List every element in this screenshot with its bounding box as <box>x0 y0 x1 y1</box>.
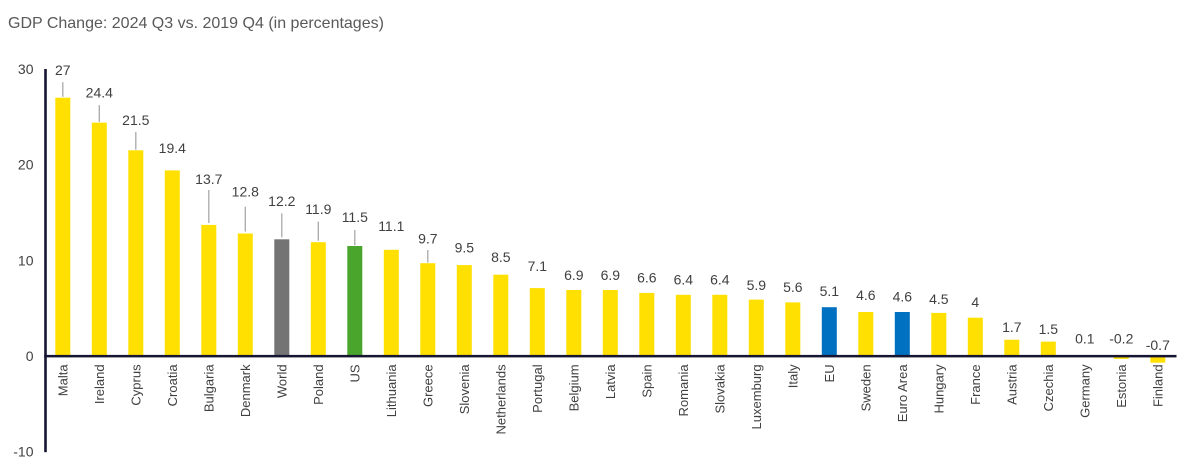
svg-text:Euro Area: Euro Area <box>895 364 910 423</box>
svg-text:11.1: 11.1 <box>378 218 404 234</box>
svg-text:20: 20 <box>18 157 34 173</box>
svg-text:Finland: Finland <box>1151 364 1166 407</box>
svg-text:Latvia: Latvia <box>603 364 618 399</box>
svg-text:4.6: 4.6 <box>856 287 876 303</box>
svg-text:21.5: 21.5 <box>122 112 149 128</box>
svg-text:6.9: 6.9 <box>564 267 584 283</box>
svg-text:-0.7: -0.7 <box>1146 337 1170 353</box>
svg-text:Spain: Spain <box>640 364 655 397</box>
svg-text:Portugal: Portugal <box>530 364 545 413</box>
svg-text:Romania: Romania <box>676 364 691 417</box>
svg-text:4: 4 <box>971 294 979 310</box>
svg-text:19.4: 19.4 <box>159 140 186 156</box>
svg-text:4.5: 4.5 <box>929 291 949 307</box>
svg-text:Germany: Germany <box>1078 364 1093 418</box>
svg-text:9.7: 9.7 <box>418 230 438 246</box>
svg-text:10: 10 <box>18 252 34 268</box>
svg-text:Lithuania: Lithuania <box>384 364 399 418</box>
svg-text:12.2: 12.2 <box>268 193 295 209</box>
svg-text:0.1: 0.1 <box>1075 331 1095 347</box>
svg-text:Czechia: Czechia <box>1041 364 1056 412</box>
svg-text:Netherlands: Netherlands <box>494 364 509 435</box>
svg-text:5.9: 5.9 <box>747 277 767 293</box>
svg-text:11.5: 11.5 <box>342 209 368 225</box>
svg-text:Greece: Greece <box>421 364 436 407</box>
svg-text:US: US <box>348 364 363 382</box>
svg-text:Ireland: Ireland <box>92 364 107 404</box>
svg-text:Sweden: Sweden <box>859 364 874 411</box>
svg-text:5.1: 5.1 <box>820 283 840 299</box>
svg-text:5.6: 5.6 <box>783 279 803 295</box>
svg-text:12.8: 12.8 <box>232 184 259 200</box>
svg-text:World: World <box>275 364 290 398</box>
svg-text:Estonia: Estonia <box>1114 364 1129 408</box>
svg-text:11.9: 11.9 <box>305 201 331 217</box>
svg-text:1.7: 1.7 <box>1002 319 1022 335</box>
svg-text:27: 27 <box>55 62 71 78</box>
svg-text:0: 0 <box>26 348 34 364</box>
svg-text:Cyprus: Cyprus <box>129 364 144 406</box>
svg-text:Croatia: Croatia <box>165 364 180 407</box>
svg-text:9.5: 9.5 <box>455 240 475 256</box>
svg-text:Denmark: Denmark <box>238 364 253 417</box>
svg-text:6.4: 6.4 <box>674 272 694 288</box>
svg-text:13.7: 13.7 <box>195 171 222 187</box>
svg-text:Hungary: Hungary <box>932 364 947 414</box>
svg-text:Malta: Malta <box>56 364 71 397</box>
svg-text:30: 30 <box>18 61 34 77</box>
svg-text:1.5: 1.5 <box>1039 321 1059 337</box>
svg-text:EU: EU <box>822 364 837 382</box>
svg-text:24.4: 24.4 <box>86 85 113 101</box>
svg-text:Austria: Austria <box>1005 364 1020 405</box>
svg-text:Bulgaria: Bulgaria <box>202 364 217 412</box>
svg-text:6.9: 6.9 <box>601 267 621 283</box>
svg-text:Belgium: Belgium <box>567 364 582 411</box>
svg-text:-0.2: -0.2 <box>1109 331 1133 347</box>
svg-text:Luxemburg: Luxemburg <box>749 364 764 429</box>
svg-text:7.1: 7.1 <box>528 258 548 274</box>
svg-text:Poland: Poland <box>311 364 326 404</box>
svg-text:France: France <box>968 364 983 404</box>
svg-text:Slovakia: Slovakia <box>713 364 728 414</box>
svg-text:6.6: 6.6 <box>637 270 657 286</box>
svg-text:-10: -10 <box>13 444 33 460</box>
svg-text:6.4: 6.4 <box>710 272 730 288</box>
svg-text:Italy: Italy <box>786 364 801 388</box>
svg-text:Slovenia: Slovenia <box>457 364 472 415</box>
svg-text:8.5: 8.5 <box>491 249 511 265</box>
svg-text:4.6: 4.6 <box>893 289 913 305</box>
